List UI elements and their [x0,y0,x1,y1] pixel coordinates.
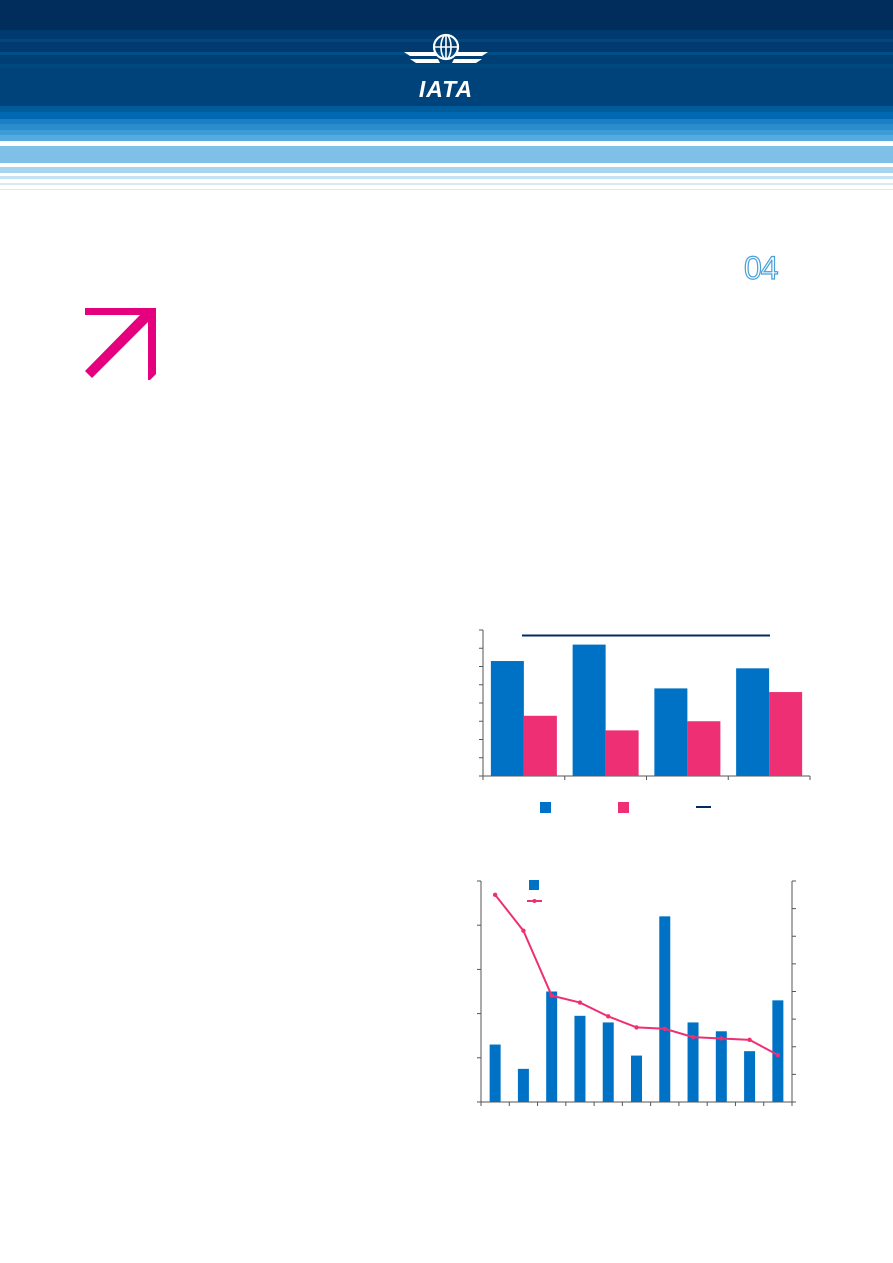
bar [546,991,558,1102]
bar [572,644,606,776]
bar [736,668,770,776]
arrow-up-right-icon [85,308,156,380]
bar [605,730,639,776]
bar [631,1055,642,1102]
logo-text: IATA [418,76,474,102]
legend-marker [532,899,537,903]
bar [659,916,671,1102]
bar [687,721,721,776]
bar-line-chart-2 [477,880,796,1106]
line-point [634,1025,639,1030]
line-point [492,892,498,898]
bar [687,1022,699,1102]
bar-chart-1 [479,629,811,813]
bar [602,1022,614,1102]
line-point [577,1000,583,1005]
bar [715,1031,727,1102]
line-point [549,993,554,998]
globe-wings-icon [404,33,488,63]
legend-swatch [618,802,629,813]
line-point [690,1034,696,1040]
bar [490,661,524,776]
bar [523,715,557,776]
bar [769,692,803,776]
line-point [719,1036,724,1041]
legend-swatch [540,802,551,813]
line-point [606,1014,611,1019]
page-number: 04 [743,249,779,286]
bar [489,1044,501,1102]
bar [654,688,688,776]
header-banner [0,0,893,192]
line-point [662,1026,667,1031]
legend-swatch [529,880,539,890]
line-point [775,1052,781,1058]
bar [574,1015,586,1102]
bar [772,1000,784,1102]
line-point [521,928,526,933]
line-point [747,1037,752,1043]
iata-logo: IATA [396,30,496,102]
series-line [494,894,779,1056]
bar [744,1051,756,1102]
bar [517,1068,529,1102]
